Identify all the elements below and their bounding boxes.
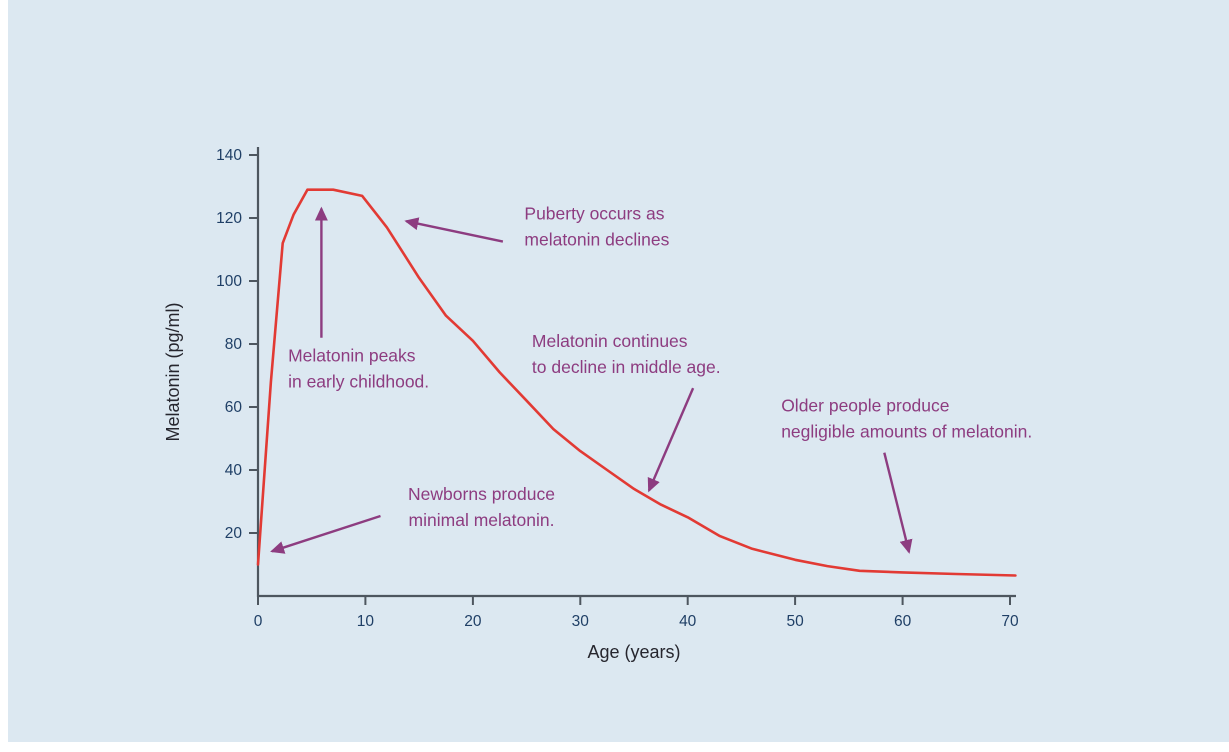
annotation-puberty: melatonin declines [524,230,669,250]
x-tick-label: 70 [1001,613,1019,630]
annotation-newborns: Newborns produce [408,484,555,504]
x-tick-label: 10 [357,613,375,630]
annotation-middle-age: to decline in middle age. [532,357,721,377]
y-tick-label: 140 [216,147,242,164]
annotation-newborns: minimal melatonin. [409,510,555,530]
y-tick-label: 20 [225,525,243,542]
annotation-arrow-middle-age [647,387,695,493]
annotation-early-childhood-peak: in early childhood. [288,371,429,391]
annotation-middle-age: Melatonin continues [532,331,688,351]
annotation-early-childhood-peak: Melatonin peaks [288,345,416,365]
annotation-arrow-newborns [270,514,381,554]
x-axis-title: Age (years) [587,642,680,662]
annotation-older-people: Older people produce [781,396,949,416]
x-tick-label: 50 [786,613,804,630]
y-tick-label: 60 [225,399,243,416]
annotation-older-people: negligible amounts of melatonin. [781,422,1032,442]
annotation-puberty: Puberty occurs as [524,204,664,224]
annotation-arrow-older-people [883,452,913,554]
annotation-arrow-puberty [404,217,504,243]
x-tick-label: 40 [679,613,697,630]
y-tick-label: 40 [225,462,243,479]
y-tick-label: 80 [225,336,243,353]
page-background [8,0,1229,742]
y-tick-label: 100 [216,273,242,290]
melatonin-curve [256,188,1017,577]
x-tick-label: 60 [894,613,912,630]
x-tick-label: 30 [572,613,590,630]
x-tick-label: 20 [464,613,482,630]
y-tick-label: 120 [216,210,242,227]
y-axis-title: Melatonin (pg/ml) [163,302,183,441]
x-tick-label: 0 [254,613,263,630]
